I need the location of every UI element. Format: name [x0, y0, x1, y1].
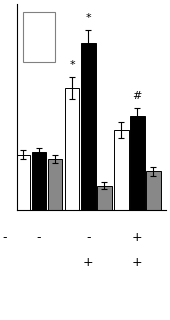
- Text: -: -: [37, 231, 41, 244]
- Text: -: -: [3, 231, 7, 244]
- Text: *: *: [85, 13, 91, 23]
- Text: -: -: [86, 231, 90, 244]
- Bar: [32, 152, 46, 210]
- Text: +: +: [132, 256, 143, 268]
- Bar: [81, 43, 96, 210]
- Text: +: +: [83, 256, 94, 268]
- FancyBboxPatch shape: [23, 12, 55, 62]
- Bar: [146, 171, 161, 210]
- Text: #: #: [133, 91, 142, 101]
- Text: *: *: [69, 60, 75, 70]
- Bar: [130, 116, 145, 210]
- Bar: [114, 130, 129, 210]
- Bar: [48, 159, 62, 210]
- Bar: [15, 155, 30, 210]
- Bar: [65, 88, 79, 210]
- Text: +: +: [132, 231, 143, 244]
- Bar: [97, 186, 112, 210]
